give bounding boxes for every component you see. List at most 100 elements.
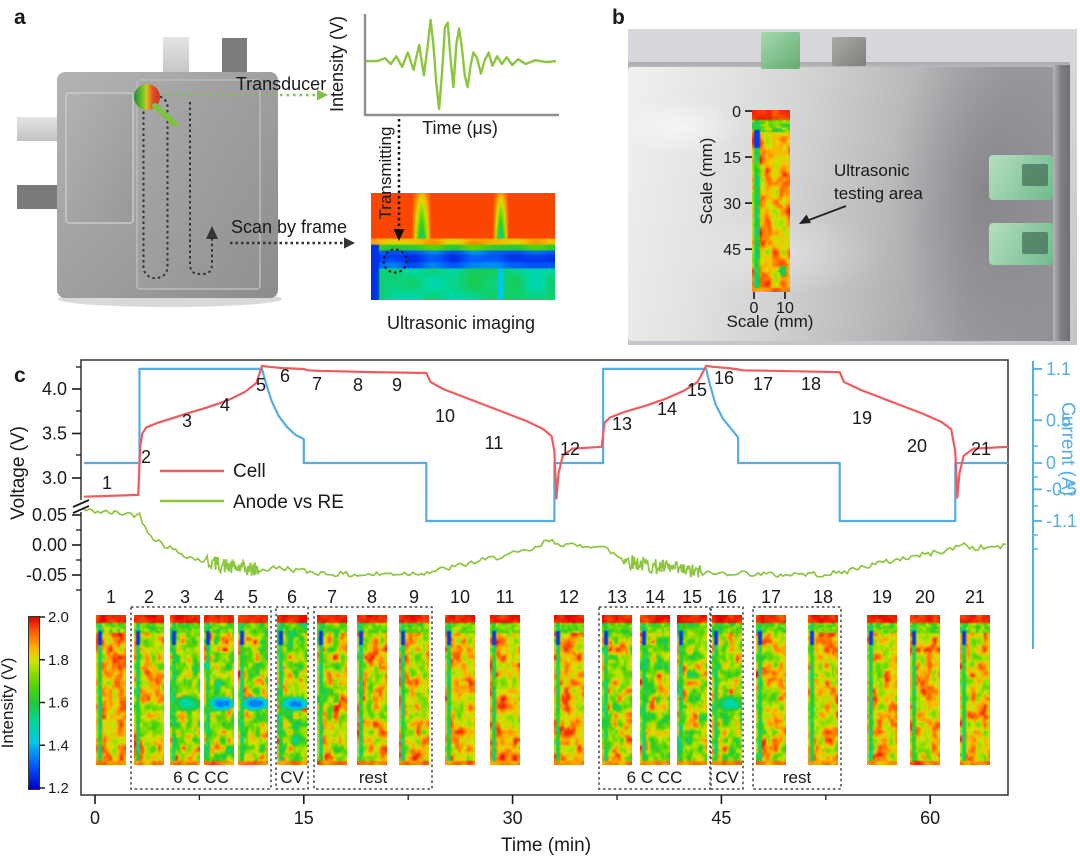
phase-label: CV bbox=[715, 768, 739, 787]
frame-number-on-curve: 6 bbox=[280, 366, 290, 386]
ultrasonic-frame-strip bbox=[640, 615, 670, 765]
frame-number: 7 bbox=[327, 587, 337, 607]
ultrasonic-frame-strip bbox=[756, 615, 786, 765]
ultrasonic-frame-strip bbox=[602, 615, 632, 765]
scan-by-frame-label: Scan by frame bbox=[231, 217, 347, 237]
frame-number-on-curve: 10 bbox=[435, 406, 455, 426]
cell-voltage-curve bbox=[83, 364, 1009, 500]
frame-number: 2 bbox=[144, 587, 154, 607]
axis-break-gap bbox=[78, 500, 84, 512]
x-tick-label: 0 bbox=[90, 808, 100, 828]
transducer-icon bbox=[134, 84, 160, 110]
battery-tab-top-light bbox=[163, 37, 189, 77]
waveform-xlabel: Time (μs) bbox=[422, 118, 498, 138]
frame-number: 16 bbox=[717, 587, 737, 607]
frame-number: 19 bbox=[872, 587, 892, 607]
frame-number: 10 bbox=[450, 587, 470, 607]
current-tick-label: 0 bbox=[1046, 453, 1056, 473]
frame-number: 13 bbox=[607, 587, 627, 607]
voltage-tick-label: -0.05 bbox=[26, 565, 67, 585]
frame-number: 9 bbox=[409, 587, 419, 607]
frame-number: 12 bbox=[559, 587, 579, 607]
ultrasonic-frame-strip bbox=[134, 615, 164, 765]
ultrasonic-frame-strip bbox=[357, 615, 387, 765]
ultrasonic-frame-strip bbox=[204, 615, 234, 765]
ultrasonic-frame-strip bbox=[96, 615, 126, 765]
phase-label: rest bbox=[359, 768, 388, 787]
panel-a-tag: a bbox=[14, 6, 26, 29]
side-clip-top bbox=[989, 155, 1053, 200]
phase-label: 6 C CC bbox=[627, 768, 683, 787]
panel-c-tag: c bbox=[14, 364, 26, 387]
x-tick-label: 15 bbox=[294, 808, 314, 828]
waveform-curve bbox=[366, 18, 557, 111]
frame-number: 3 bbox=[180, 587, 190, 607]
frame-number: 15 bbox=[682, 587, 702, 607]
x-tick-label: 30 bbox=[503, 808, 523, 828]
current-tick-label: 1.1 bbox=[1046, 359, 1071, 379]
scan-up-arrow-icon bbox=[206, 226, 218, 239]
transducer-beam bbox=[152, 103, 178, 127]
current-tick-label: -0.5 bbox=[1046, 479, 1077, 499]
frame-number-on-curve: 16 bbox=[714, 368, 734, 388]
frame-number: 8 bbox=[367, 587, 377, 607]
legend-anode-label: Anode vs RE bbox=[233, 492, 344, 513]
frame-number: 4 bbox=[214, 587, 224, 607]
battery-tab-top-dark bbox=[222, 38, 247, 72]
frame-number-on-curve: 19 bbox=[852, 408, 872, 428]
frame-number: 17 bbox=[761, 587, 781, 607]
ultrasonic-frame-strip bbox=[712, 615, 742, 765]
colorbar-tick-label: 1.4 bbox=[48, 737, 69, 754]
frame-number-on-curve: 7 bbox=[312, 374, 322, 394]
ultrasonic-testing-area-map bbox=[752, 110, 790, 292]
frame-number-on-curve: 20 bbox=[907, 436, 927, 456]
battery-shadow bbox=[58, 291, 282, 307]
ultrasonic-frame-strip bbox=[399, 615, 429, 765]
current-axis-label: Current (A) bbox=[1057, 402, 1078, 496]
battery-diagram bbox=[17, 37, 355, 307]
ultrasonic-frame-strip bbox=[317, 615, 347, 765]
voltage-tick-label: 0.05 bbox=[32, 505, 67, 525]
colorbar-tick-label: 1.6 bbox=[48, 695, 69, 712]
ultrasonic-frame-strip bbox=[677, 615, 707, 765]
pouch-right-seam bbox=[1053, 65, 1070, 341]
frame-number-on-curve: 11 bbox=[485, 433, 504, 453]
colorbar-tick-label: 2.0 bbox=[48, 609, 69, 626]
frame-number: 18 bbox=[813, 587, 833, 607]
ultrasonic-frame-strip bbox=[808, 615, 838, 765]
x-tick-label: 45 bbox=[711, 808, 731, 828]
frame-number: 11 bbox=[496, 587, 515, 607]
frame-number-on-curve: 1 bbox=[102, 473, 112, 493]
frame-number-on-curve: 9 bbox=[392, 375, 402, 395]
ultrasonic-imaging-thumbnail bbox=[371, 193, 555, 300]
frame-number-on-curve: 17 bbox=[753, 374, 773, 394]
frame-number-on-curve: 15 bbox=[687, 380, 707, 400]
ultrasonic-imaging-caption: Ultrasonic imaging bbox=[387, 313, 535, 333]
colorbar-tick-label: 1.2 bbox=[48, 780, 69, 797]
panel-b-tag: b bbox=[612, 6, 625, 29]
voltage-tick-label: 4.0 bbox=[42, 379, 67, 399]
axis-break-mark bbox=[72, 505, 90, 514]
frame-number-on-curve: 5 bbox=[256, 375, 266, 395]
battery-tab-left-dark bbox=[17, 185, 61, 209]
side-clip-bottom bbox=[989, 223, 1053, 265]
scan-path-dotted-loop bbox=[142, 95, 169, 279]
transducer-arrowhead-icon bbox=[317, 89, 328, 101]
waveform-ylabel: Intensity (V) bbox=[327, 16, 347, 112]
frame-number: 21 bbox=[965, 587, 985, 607]
ultrasonic-frame-strip bbox=[960, 615, 990, 765]
frame-number: 5 bbox=[248, 587, 258, 607]
current-tick-label: -1.1 bbox=[1046, 511, 1077, 531]
legend-cell-label: Cell bbox=[233, 461, 266, 482]
transducer-label: Transducer bbox=[236, 74, 326, 94]
voltage-tick-label: 0.00 bbox=[32, 535, 67, 555]
pouch-body bbox=[628, 67, 1070, 341]
scan-path-dotted-return bbox=[189, 102, 213, 275]
anode-vs-re-curve bbox=[83, 507, 1007, 579]
intensity-colorbar bbox=[28, 616, 40, 790]
ultrasonic-frame-strip bbox=[277, 615, 307, 765]
frame-number-on-curve: 12 bbox=[560, 439, 580, 459]
phase-label: CV bbox=[280, 768, 304, 787]
frame-number-on-curve: 13 bbox=[612, 414, 632, 434]
green-tape bbox=[761, 32, 800, 69]
